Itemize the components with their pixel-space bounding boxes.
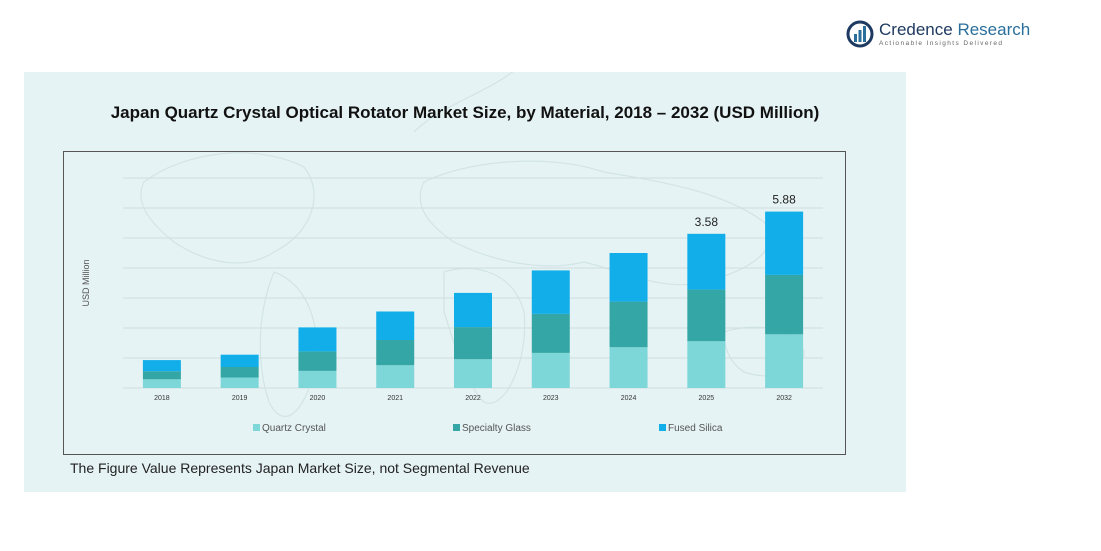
data-label: 5.88: [772, 193, 796, 207]
bar-segment: [687, 341, 726, 388]
bar-segment: [376, 340, 415, 366]
x-tick-label: 2021: [387, 395, 403, 402]
legend-label: Specialty Glass: [462, 423, 531, 434]
bar-segment: [454, 327, 492, 360]
x-tick-label: 2025: [699, 395, 715, 402]
bar-segment: [376, 365, 415, 388]
bar-segment: [220, 354, 259, 367]
bar-segment: [298, 370, 337, 388]
bar-segment: [142, 371, 181, 380]
brand-name-part1: Credence: [879, 20, 953, 39]
bar-segment: [142, 360, 181, 372]
bar-segment: [531, 313, 570, 353]
chart-footnote: The Figure Value Represents Japan Market…: [70, 460, 530, 476]
bar-segment: [765, 211, 804, 275]
x-tick-label: 2023: [543, 395, 559, 402]
bar-segment: [609, 347, 648, 388]
y-axis-label: USD Million: [81, 259, 91, 306]
brand-name-part2: Research: [957, 20, 1031, 39]
bar-segment: [142, 379, 181, 388]
brand-name: Credence Research: [879, 20, 1030, 40]
plot-frame: [63, 151, 846, 455]
x-tick-label: 2024: [621, 395, 637, 402]
legend-label: Quartz Crystal: [262, 423, 326, 434]
legend-label: Fused Silica: [668, 423, 723, 434]
bar-segment: [531, 270, 570, 314]
bar-segment: [687, 233, 726, 290]
data-label: 3.58: [695, 215, 719, 229]
x-tick-label: 2020: [310, 395, 326, 402]
legend-swatch: [453, 424, 460, 431]
bar-segment: [687, 289, 726, 342]
x-tick-label: 2022: [465, 395, 481, 402]
chart-title: Japan Quartz Crystal Optical Rotator Mar…: [110, 103, 820, 122]
brand-tagline: Actionable Insights Delivered: [879, 40, 1004, 47]
x-tick-label: 2019: [232, 395, 248, 402]
bar-segment: [220, 377, 259, 388]
bar-segment: [454, 292, 492, 328]
stacked-bar-chart: USD Million 2018 2019 2020 2021 2022 2023 2024 2…: [81, 177, 823, 434]
bar-segment: [298, 327, 337, 352]
brand-logo: Credence Research Actionable Insights De…: [846, 18, 1046, 52]
bar-segment: [609, 301, 648, 348]
chart-panel: [24, 72, 906, 492]
bar-segment: [531, 352, 570, 388]
bar-segment: [765, 334, 804, 388]
bar-segment: [454, 359, 492, 388]
bar-segment: [220, 367, 259, 378]
bar-segment: [298, 351, 337, 371]
bar-segment: [765, 274, 804, 335]
legend-swatch: [659, 424, 666, 431]
credence-logo-icon: [846, 20, 874, 48]
x-tick-label: 2032: [776, 395, 792, 402]
x-tick-label: 2018: [154, 395, 170, 402]
bar-segment: [376, 311, 415, 340]
legend-swatch: [253, 424, 260, 431]
bar-segment: [609, 253, 648, 302]
